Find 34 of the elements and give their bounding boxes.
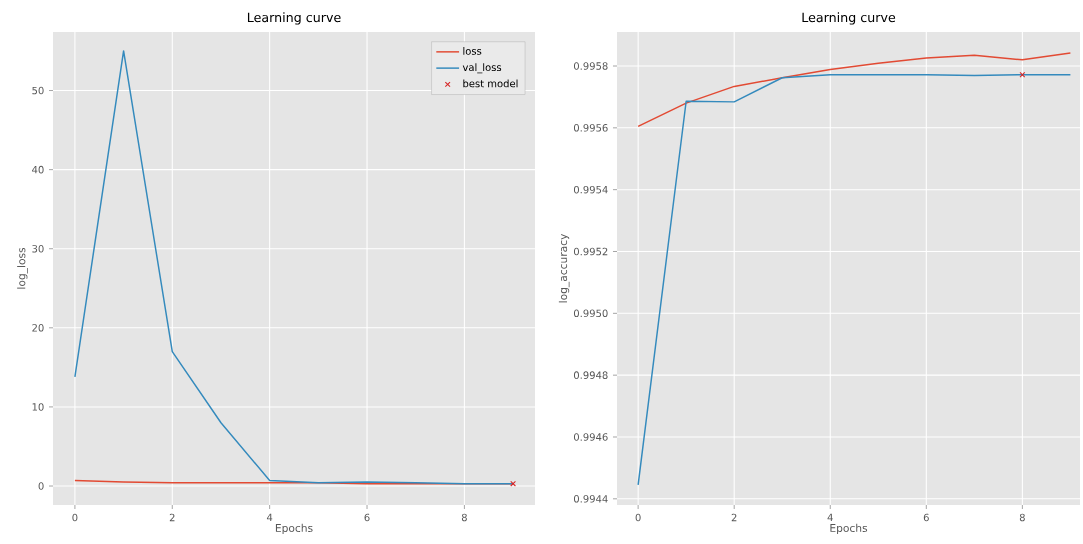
x-tick-label: 0: [72, 513, 78, 522]
y-tick-label: 0.9944: [573, 495, 608, 503]
y-tick-label: 10: [32, 403, 44, 411]
x-axis-title: Epochs: [830, 523, 868, 535]
x-axis-title: Epochs: [275, 523, 313, 535]
y-tick-label: 0.9948: [573, 371, 608, 379]
y-tick-label: 0.9958: [573, 62, 608, 70]
x-tick-label: 0: [635, 513, 641, 522]
chart-title: Learning curve: [247, 12, 341, 25]
line-series: [637, 52, 1072, 128]
x-tick-label: 2: [169, 513, 175, 522]
legend-label: val_loss: [462, 63, 502, 74]
y-tick-label: 30: [32, 244, 44, 253]
y-tick-label: 20: [32, 324, 44, 332]
y-axis-title: log_accuracy: [558, 233, 570, 303]
chart-title: Learning curve: [802, 12, 896, 25]
y-tick-label: 0.9946: [573, 433, 608, 441]
y-tick-label: 0.9952: [573, 247, 608, 256]
y-tick-label: 50: [32, 86, 44, 95]
legend-label: loss: [463, 47, 482, 55]
x-tick-label: 4: [266, 513, 273, 521]
y-tick-label: 0: [38, 482, 44, 490]
y-tick-label: 40: [32, 165, 44, 174]
y-tick-label: 0.9956: [573, 124, 608, 132]
x-tick-label: 4: [827, 513, 833, 521]
x-tick-label: 8: [461, 513, 467, 522]
y-tick-label: 0.9954: [573, 185, 608, 194]
x-tick-label: 6: [364, 513, 370, 522]
y-tick-label: 0.9950: [573, 309, 608, 318]
x-tick-label: 6: [923, 513, 929, 522]
legend-label: best model: [463, 79, 518, 88]
x-tick-label: 8: [1019, 513, 1025, 522]
x-tick-label: 2: [731, 513, 737, 522]
y-axis-title: log_loss: [17, 247, 28, 289]
